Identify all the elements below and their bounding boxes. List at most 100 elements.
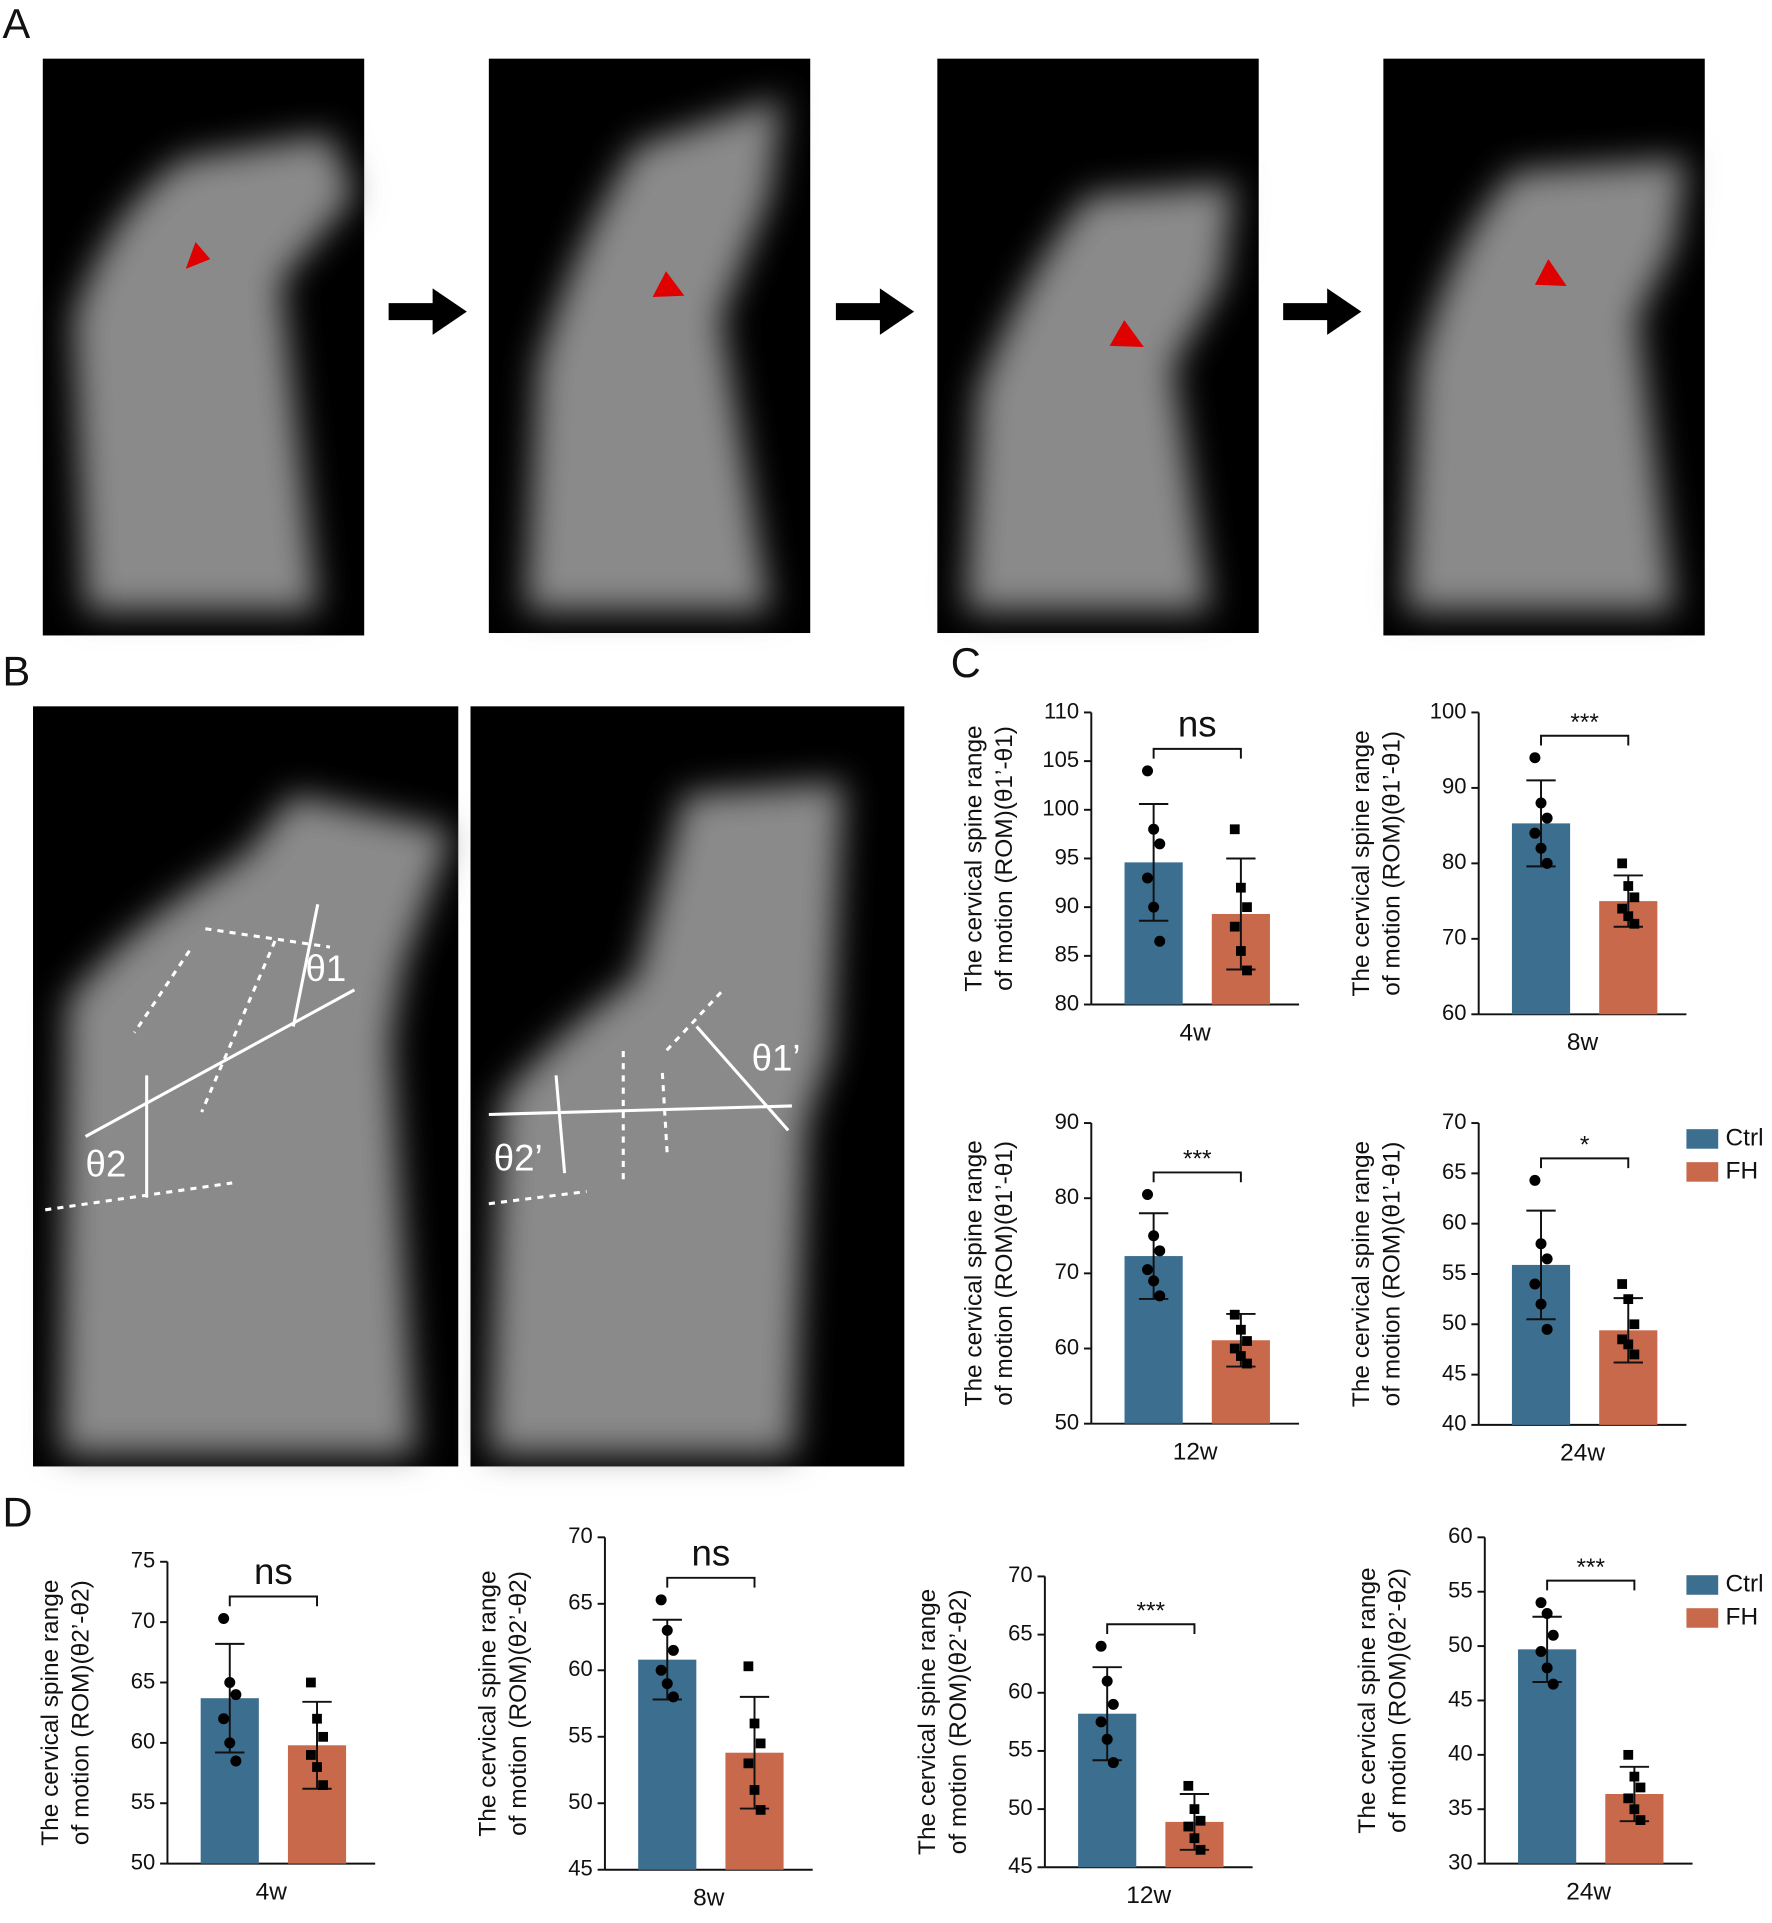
bar-chart: 45 50 55 60 65 70 The cervical spine range of m…: [914, 1562, 1253, 1909]
angle-label: θ1’: [752, 1037, 801, 1078]
y-tick-label: 45: [568, 1856, 592, 1881]
angle-label: θ1: [306, 948, 347, 989]
y-tick-label: 60: [1442, 1000, 1466, 1025]
data-point: [1547, 1678, 1559, 1690]
y-tick-label: 65: [1442, 1159, 1466, 1184]
x-tick-label: 12w: [1126, 1882, 1171, 1909]
data-point: [1235, 1324, 1246, 1335]
y-tick-label: 95: [1055, 844, 1079, 869]
x-tick-label: 4w: [256, 1878, 288, 1905]
data-point: [1623, 881, 1634, 891]
y-tick-label: 45: [1008, 1853, 1032, 1878]
data-point: [1629, 918, 1640, 929]
data-point: [306, 1677, 316, 1688]
xray-panel-a: [42, 58, 1705, 636]
xray-panel-b: [33, 706, 905, 1467]
significance-label: *: [1580, 1132, 1590, 1159]
panel-label: B: [2, 648, 30, 695]
y-tick-label: 55: [568, 1723, 592, 1748]
significance-bracket: [1540, 734, 1630, 746]
bar-chart: 80 85 90 95 100 105 110 The cervical spine rang…: [961, 698, 1300, 1046]
y-tick-label: 80: [1055, 990, 1079, 1015]
bar-chart: 60 70 80 90 100 The cervical spine range of mo…: [1348, 698, 1687, 1056]
panel-label: C: [951, 639, 981, 686]
significance-label: ns: [254, 1551, 293, 1592]
data-point: [1529, 1174, 1541, 1186]
data-point: [1623, 1294, 1634, 1305]
data-point: [1629, 1319, 1640, 1330]
data-point: [1142, 765, 1154, 777]
data-point: [1154, 1245, 1166, 1257]
data-point: [1242, 1336, 1252, 1346]
legend-label: Ctrl: [1726, 1570, 1764, 1597]
data-point: [1229, 824, 1240, 835]
data-point: [1235, 1351, 1246, 1361]
data-point: [1541, 1323, 1553, 1335]
data-point: [1541, 1607, 1553, 1619]
data-point: [1095, 1640, 1107, 1652]
significance-label: ***: [1570, 709, 1599, 736]
significance-label: ***: [1576, 1554, 1605, 1581]
data-point: [1623, 911, 1634, 922]
data-point: [1629, 1771, 1640, 1782]
data-point: [1142, 1188, 1154, 1200]
significance-bracket: [1106, 1623, 1196, 1635]
data-point: [1235, 946, 1246, 956]
bar-chart: 50 55 60 65 70 75 The cervical spine range of m…: [37, 1548, 376, 1905]
y-axis-label: of motion (ROM)(θ1’-θ1): [991, 1141, 1018, 1406]
data-point: [1535, 842, 1547, 854]
y-tick-label: 35: [1448, 1795, 1472, 1820]
data-point: [1529, 752, 1541, 764]
data-point: [1183, 1821, 1194, 1832]
legend-swatch: [1686, 1608, 1719, 1628]
x-tick-label: 4w: [1180, 1019, 1212, 1046]
legend-swatch: [1686, 1162, 1719, 1182]
data-point: [230, 1689, 242, 1701]
y-tick-label: 65: [1008, 1620, 1032, 1645]
data-point: [1229, 1343, 1240, 1354]
y-tick-label: 60: [1442, 1209, 1466, 1234]
y-tick-label: 55: [1442, 1260, 1466, 1285]
significance-label: ***: [1183, 1146, 1212, 1173]
data-point: [743, 1661, 754, 1672]
data-point: [1148, 901, 1160, 913]
data-point: [1154, 935, 1166, 947]
data-point: [1617, 1334, 1628, 1345]
x-tick-label: 12w: [1173, 1438, 1218, 1465]
y-tick-label: 45: [1448, 1686, 1472, 1711]
data-point: [224, 1677, 236, 1689]
data-point: [661, 1624, 673, 1636]
y-tick-label: 70: [1442, 925, 1466, 950]
data-point: [1148, 1230, 1160, 1242]
data-point: [1142, 872, 1154, 884]
data-point: [1541, 857, 1553, 869]
data-point: [1535, 797, 1547, 809]
data-point: [655, 1594, 667, 1606]
data-point: [1529, 1278, 1541, 1290]
significance-bracket: [1152, 747, 1242, 759]
y-tick-label: 105: [1042, 747, 1079, 772]
y-tick-label: 30: [1448, 1849, 1472, 1874]
data-point: [755, 1738, 766, 1749]
y-axis-label: of motion (ROM)(θ2’-θ2): [945, 1589, 972, 1854]
y-tick-label: 55: [1008, 1737, 1032, 1762]
data-point: [1195, 1815, 1206, 1826]
data-point: [755, 1805, 766, 1815]
data-point: [1617, 858, 1628, 869]
significance-label: ns: [692, 1533, 731, 1574]
y-tick-label: 90: [1055, 1109, 1079, 1134]
data-point: [312, 1762, 322, 1772]
data-point: [667, 1644, 679, 1656]
data-point: [218, 1713, 230, 1725]
significance-label: ns: [1178, 704, 1217, 745]
data-point: [318, 1780, 329, 1791]
data-point: [1242, 1358, 1252, 1369]
y-tick-label: 85: [1055, 942, 1079, 967]
y-axis-label: of motion (ROM)(θ2’-θ2): [67, 1580, 94, 1845]
panel-labels: A B C D θ1 θ2 θ1’ θ2’: [2, 0, 980, 1535]
data-point: [1095, 1716, 1107, 1728]
data-point: [1629, 892, 1640, 903]
significance-bracket: [1152, 1171, 1242, 1183]
data-point: [318, 1731, 329, 1742]
data-point: [1617, 1279, 1628, 1289]
